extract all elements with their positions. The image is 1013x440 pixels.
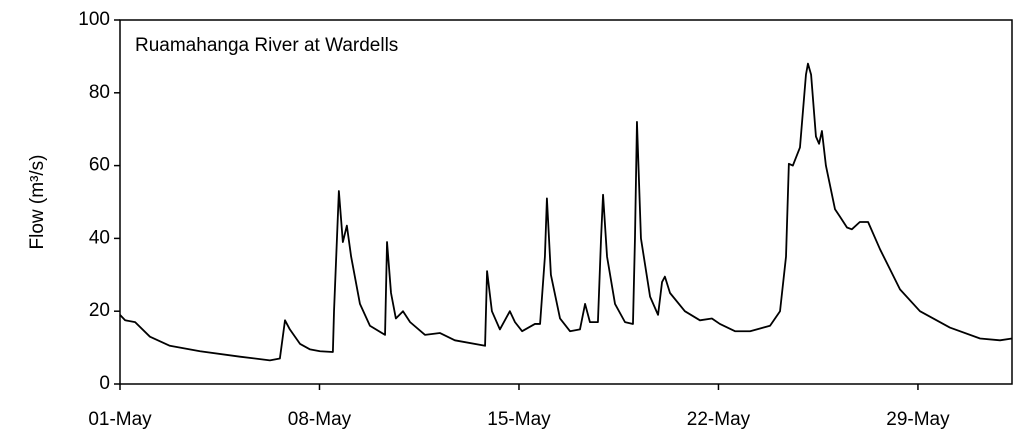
x-tick-label: 22-May <box>687 409 751 430</box>
x-tick-label: 08-May <box>288 409 352 430</box>
y-axis-label: Flow (m³/s) <box>27 155 48 250</box>
y-tick-label: 20 <box>89 300 110 321</box>
y-tick-label: 0 <box>99 373 110 394</box>
chart-title: Ruamahanga River at Wardells <box>135 35 398 56</box>
y-tick-label: 40 <box>89 227 110 248</box>
plot-frame <box>119 19 1013 385</box>
y-tick-label: 60 <box>89 155 110 176</box>
x-tick-label: 29-May <box>886 409 950 430</box>
y-tick-label: 80 <box>89 82 110 103</box>
x-tick-label: 01-May <box>88 409 152 430</box>
flow-line <box>119 62 1013 362</box>
y-tick-label: 100 <box>78 9 110 30</box>
x-tick-label: 15-May <box>487 409 551 430</box>
